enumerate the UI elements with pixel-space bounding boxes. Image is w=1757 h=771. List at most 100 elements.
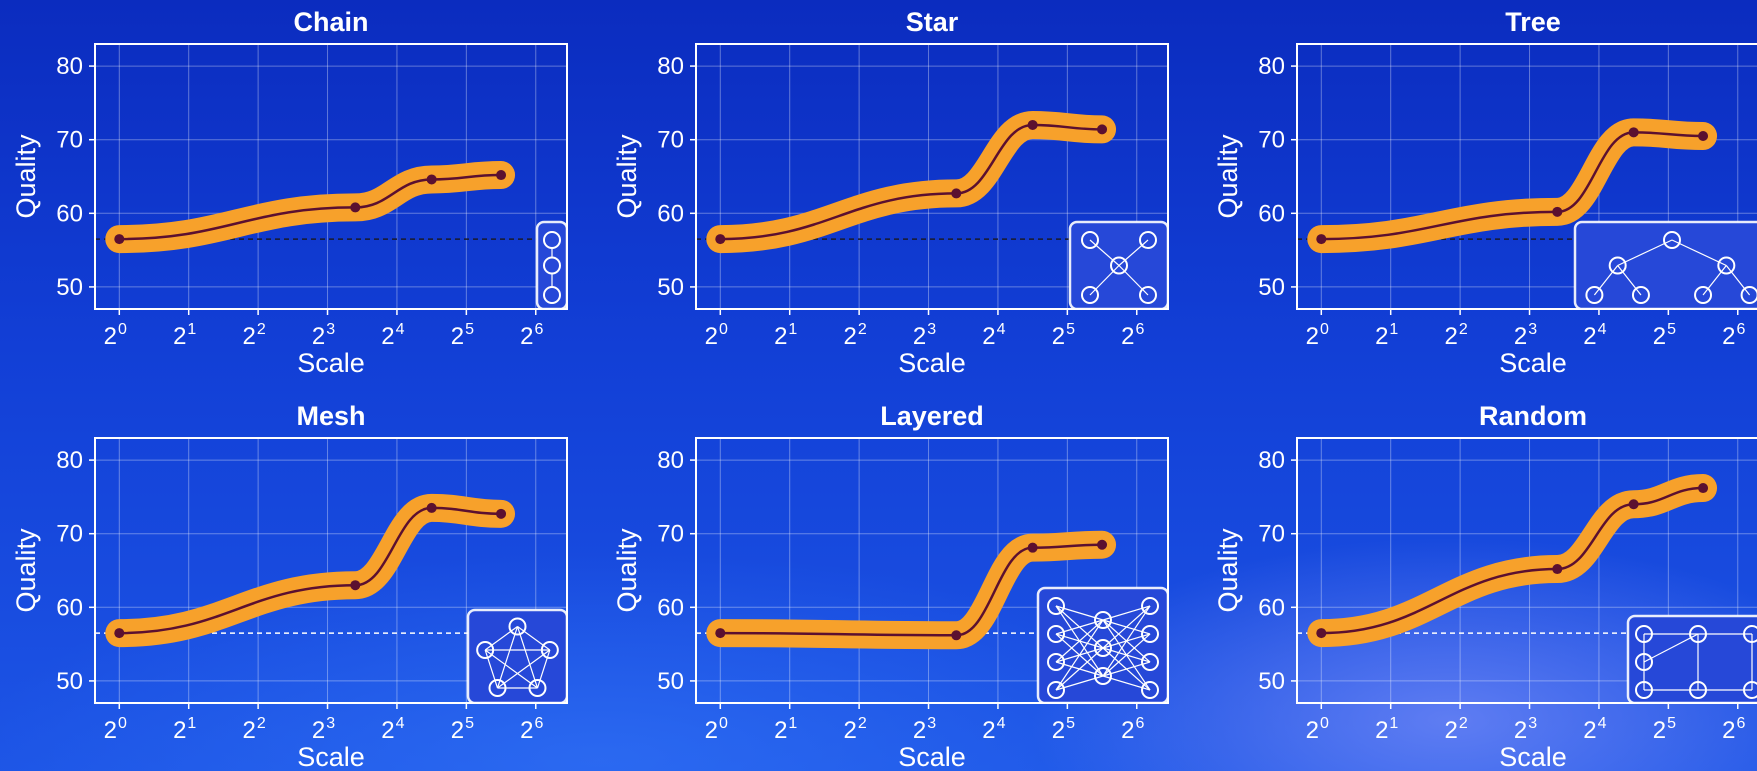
- data-point: [715, 234, 726, 245]
- panel-title: Random: [1479, 401, 1587, 431]
- series-line: [119, 506, 502, 635]
- inset-node: [1717, 256, 1736, 275]
- x-tick-label: 21: [774, 715, 797, 744]
- panel-title: Mesh: [296, 401, 365, 431]
- x-tick-label: 22: [843, 321, 866, 350]
- inset-edge: [1055, 647, 1104, 691]
- inset-node: [1635, 653, 1653, 671]
- data-point: [350, 202, 361, 213]
- inset-node: [1047, 653, 1065, 671]
- x-axis-label: Scale: [1499, 742, 1567, 771]
- panel-mesh: 50 60 70 80 20 21 22 23 24 25 26 Mesh Scale Quality: [11, 401, 568, 771]
- inset-node: [1081, 286, 1099, 304]
- inset-node: [1141, 653, 1159, 671]
- x-tick-label: 20: [104, 715, 127, 744]
- x-tick-label: 25: [1653, 715, 1676, 744]
- y-tick-label: 50: [1258, 274, 1285, 301]
- data-point: [496, 170, 507, 181]
- inset-node: [1694, 286, 1713, 304]
- inset-node: [1689, 625, 1707, 643]
- inset-edge: [1725, 265, 1751, 296]
- inset-edge: [517, 626, 551, 651]
- x-tick-label: 21: [173, 715, 196, 744]
- x-tick-label: 25: [1052, 321, 1075, 350]
- x-tick-label: 26: [1121, 321, 1144, 350]
- x-tick-label: 26: [520, 715, 543, 744]
- data-point: [1552, 206, 1563, 217]
- inset-frame: [1626, 614, 1757, 703]
- x-axis-label: Scale: [898, 742, 966, 771]
- data-point: [114, 234, 125, 245]
- series-line: [720, 123, 1103, 241]
- x-tick-label: 26: [1121, 715, 1144, 744]
- inset-node: [1094, 639, 1112, 657]
- x-tick-label: 25: [451, 321, 474, 350]
- inset-edge: [484, 649, 538, 689]
- x-tick-label: 26: [1722, 715, 1745, 744]
- data-point: [496, 508, 507, 519]
- y-axis-label: Quality: [1213, 528, 1243, 613]
- x-tick-label: 21: [1375, 715, 1398, 744]
- x-tick-label: 24: [381, 715, 404, 744]
- x-tick-label: 25: [451, 715, 474, 744]
- inset-edge: [1617, 265, 1642, 296]
- inset-node: [528, 679, 547, 698]
- inset-node: [1094, 611, 1112, 629]
- x-tick-label: 24: [982, 715, 1005, 744]
- panel-chain: 50 60 70 80 20 21 22 23 24 25 26 Chain Scale Quality: [11, 7, 568, 378]
- inset-edge: [1617, 239, 1673, 267]
- x-tick-label: 23: [1514, 715, 1537, 744]
- inset-edge: [484, 649, 499, 689]
- inset-node: [488, 679, 507, 698]
- x-tick-label: 20: [705, 715, 728, 744]
- inset-edge: [536, 649, 551, 689]
- x-tick-label: 21: [774, 321, 797, 350]
- x-tick-label: 23: [913, 321, 936, 350]
- inset-edge: [1593, 265, 1619, 296]
- inset-node: [1689, 681, 1707, 699]
- y-tick-label: 80: [1258, 447, 1285, 474]
- inset-edge: [516, 626, 539, 689]
- data-point: [951, 188, 962, 199]
- x-tick-label: 20: [1306, 715, 1329, 744]
- data-point: [1027, 542, 1038, 553]
- series-line: [1321, 131, 1704, 241]
- x-tick-label: 22: [1444, 715, 1467, 744]
- inset-node: [1743, 681, 1757, 699]
- inset-edge: [1102, 605, 1151, 649]
- x-tick-label: 24: [1583, 715, 1606, 744]
- inset-edge: [1118, 239, 1149, 266]
- inset-edge: [1671, 239, 1727, 267]
- topology-inset: [1626, 614, 1757, 703]
- y-tick-label: 70: [657, 127, 684, 154]
- topology-inset: [466, 608, 567, 703]
- y-tick-label: 80: [56, 53, 83, 80]
- inset-node: [1663, 231, 1681, 249]
- series-band: [1307, 474, 1718, 648]
- plot-frame: [1296, 43, 1757, 310]
- data-point: [1097, 124, 1108, 135]
- y-tick-label: 70: [1258, 127, 1285, 154]
- y-axis-label: Quality: [1213, 134, 1243, 219]
- data-point: [350, 580, 361, 591]
- inset-node: [1141, 625, 1159, 643]
- inset-edge: [1089, 239, 1120, 266]
- x-tick-label: 20: [104, 321, 127, 350]
- y-tick-label: 60: [657, 594, 684, 621]
- x-tick-label: 23: [312, 321, 335, 350]
- y-tick-label: 60: [1258, 200, 1285, 227]
- inset-edge: [1643, 633, 1699, 663]
- data-point: [1316, 628, 1327, 639]
- inset-node: [1635, 625, 1653, 643]
- inset-edge: [1089, 265, 1120, 296]
- y-tick-label: 70: [56, 521, 83, 548]
- y-axis-label: Quality: [612, 528, 642, 613]
- inset-node: [476, 640, 495, 659]
- data-point: [1027, 119, 1038, 130]
- panel-title: Layered: [880, 401, 984, 431]
- topology-inset: [535, 220, 567, 309]
- panel-random: 50 60 70 80 20 21 22 23 24 25 26 Random Scale Quality: [1213, 401, 1757, 771]
- data-point: [951, 630, 962, 641]
- data-point: [1628, 127, 1639, 138]
